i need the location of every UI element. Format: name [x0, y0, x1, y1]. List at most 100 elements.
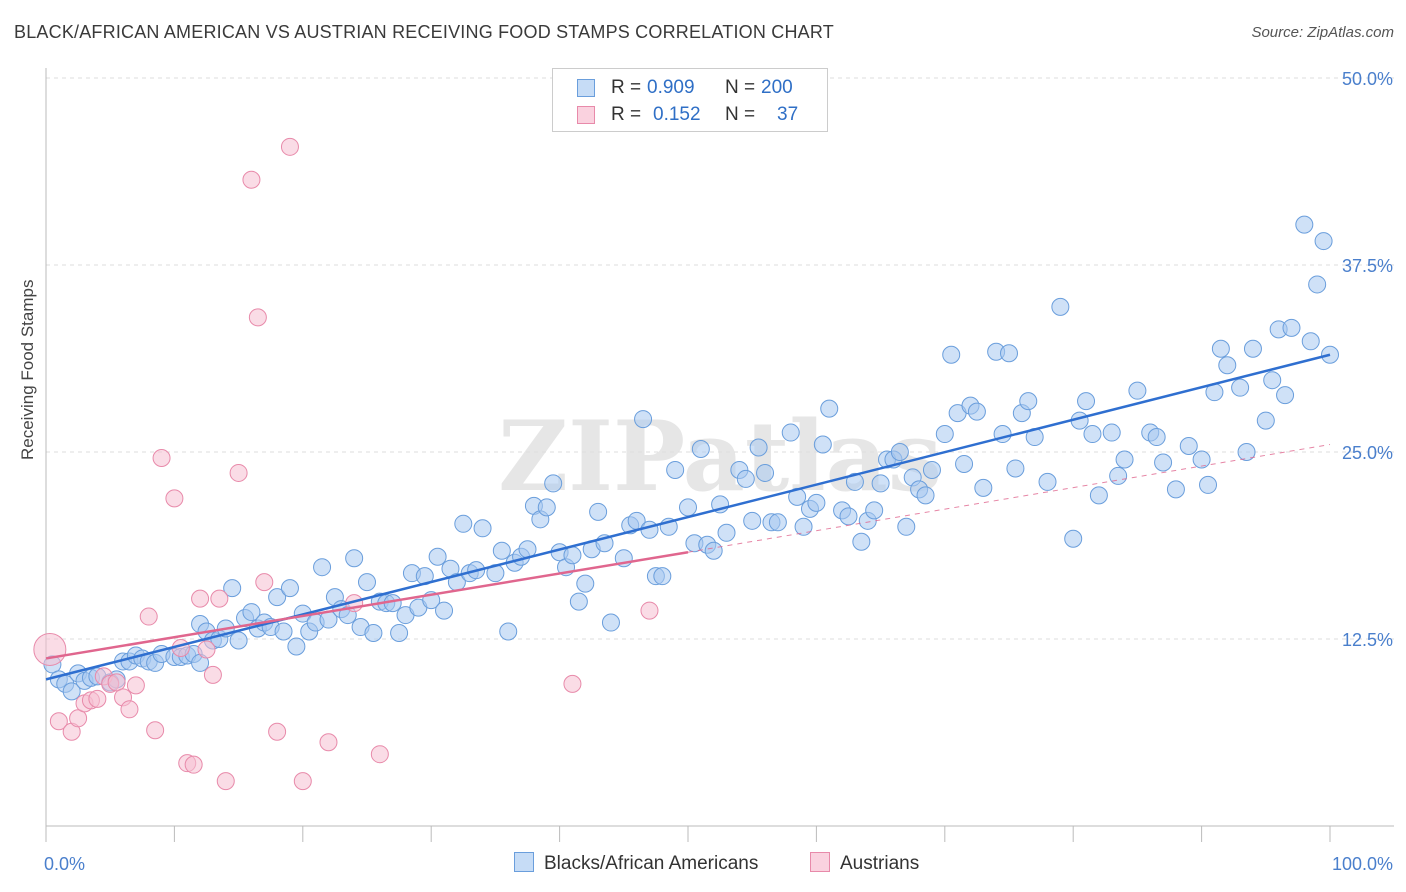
data-point-blacks — [1218, 356, 1237, 375]
data-point-blacks — [756, 463, 775, 482]
data-point-blacks — [871, 474, 890, 493]
data-point-blacks — [428, 547, 447, 566]
watermark: ZIPatlas — [498, 400, 942, 513]
data-point-austrians — [640, 601, 659, 620]
data-point-austrians — [191, 589, 210, 608]
data-point-austrians — [210, 589, 229, 608]
bottom-legend-austrians: Austrians — [810, 852, 919, 875]
trend-line-blacks — [45, 353, 1331, 681]
data-point-blacks — [492, 541, 511, 560]
data-point-blacks — [242, 603, 261, 622]
data-point-austrians — [88, 689, 107, 708]
y-tick-label: 12.5% — [1342, 630, 1393, 650]
data-point-austrians — [280, 137, 299, 156]
data-point-austrians — [197, 640, 216, 659]
data-point-blacks — [274, 622, 293, 641]
data-point-austrians — [248, 308, 267, 327]
data-point-blacks — [1276, 386, 1295, 405]
data-point-blacks — [589, 502, 608, 521]
data-point-blacks — [813, 435, 832, 454]
data-point-blacks — [1109, 466, 1128, 485]
data-point-blacks — [390, 624, 409, 643]
data-point-blacks — [268, 588, 287, 607]
data-point-blacks — [1000, 344, 1018, 363]
data-point-blacks — [1115, 450, 1134, 469]
trend-line-austrians — [45, 550, 689, 660]
data-point-austrians — [152, 448, 171, 467]
legend-r-value: 0.152 — [653, 104, 701, 125]
data-point-blacks — [1192, 450, 1211, 469]
data-point-blacks — [807, 493, 826, 512]
data-point-blacks — [544, 474, 563, 493]
data-point-blacks — [942, 345, 961, 364]
data-point-blacks — [1089, 486, 1108, 505]
data-point-blacks — [974, 478, 993, 497]
data-point-blacks — [768, 513, 787, 532]
data-point-blacks — [364, 624, 383, 643]
x-tick-label: 0.0% — [44, 854, 85, 874]
data-point-blacks — [794, 517, 813, 536]
y-tick-label: 37.5% — [1342, 256, 1393, 276]
data-point-blacks — [704, 541, 723, 560]
legend-n-label: N = — [725, 104, 756, 125]
data-point-blacks — [736, 469, 755, 488]
y-tick-label: 25.0% — [1342, 443, 1393, 463]
data-point-austrians — [165, 489, 184, 508]
data-point-blacks — [435, 601, 454, 620]
data-point-austrians — [107, 673, 126, 692]
data-point-blacks — [634, 410, 653, 429]
correlation-legend: R = 0.909 N = 200 R = 0.152 N = 37 — [552, 68, 828, 132]
data-point-blacks — [1308, 275, 1327, 294]
data-point-blacks — [473, 519, 492, 538]
y-tick-label: 50.0% — [1342, 69, 1393, 89]
bottom-legend-label: Blacks/African Americans — [544, 853, 759, 874]
data-point-blacks — [1166, 480, 1185, 499]
data-point-blacks — [345, 549, 364, 568]
bottom-legend-label: Austrians — [840, 853, 920, 874]
data-point-blacks — [454, 514, 473, 533]
data-point-blacks — [280, 579, 299, 598]
data-point-blacks — [781, 423, 800, 442]
data-point-blacks — [1231, 378, 1250, 397]
data-point-blacks — [563, 546, 582, 565]
legend-r-label: R = — [611, 77, 642, 98]
data-point-austrians — [146, 721, 165, 740]
legend-n-value: 37 — [777, 104, 799, 125]
data-point-blacks — [576, 574, 595, 593]
data-point-blacks — [569, 592, 588, 611]
legend-r-value: 0.909 — [647, 77, 695, 98]
data-point-austrians — [242, 170, 261, 189]
data-point-blacks — [1314, 232, 1333, 251]
data-point-blacks — [1295, 215, 1314, 234]
data-point-blacks — [287, 637, 306, 656]
data-point-blacks — [537, 498, 556, 517]
data-point-austrians — [229, 463, 248, 482]
data-point-blacks — [749, 438, 768, 457]
data-point-austrians — [563, 674, 582, 693]
data-point-blacks — [955, 454, 974, 473]
data-point-blacks — [839, 507, 858, 526]
bottom-legend-swatch-blue — [514, 852, 534, 872]
legend-n-value: 200 — [761, 77, 793, 98]
data-point-austrians — [203, 665, 222, 684]
data-point-blacks — [1179, 437, 1198, 456]
data-point-austrians — [49, 712, 68, 731]
data-point-blacks — [679, 498, 697, 517]
data-point-blacks — [1237, 443, 1256, 461]
data-point-blacks — [601, 613, 620, 632]
data-point-blacks — [1282, 318, 1301, 337]
legend-swatch-pink — [577, 106, 595, 124]
data-point-blacks — [1147, 428, 1166, 447]
data-point-blacks — [1154, 453, 1173, 472]
data-point-blacks — [313, 558, 332, 577]
legend-n-label: N = — [725, 77, 756, 98]
data-point-austrians — [126, 676, 145, 695]
data-point-blacks — [1083, 425, 1102, 444]
data-point-blacks — [499, 622, 518, 641]
bottom-legend-blacks: Blacks/African Americans — [514, 852, 758, 875]
data-point-blacks — [1019, 392, 1038, 411]
data-point-blacks — [653, 567, 672, 586]
data-point-blacks — [967, 402, 986, 421]
data-point-blacks — [1006, 459, 1025, 478]
